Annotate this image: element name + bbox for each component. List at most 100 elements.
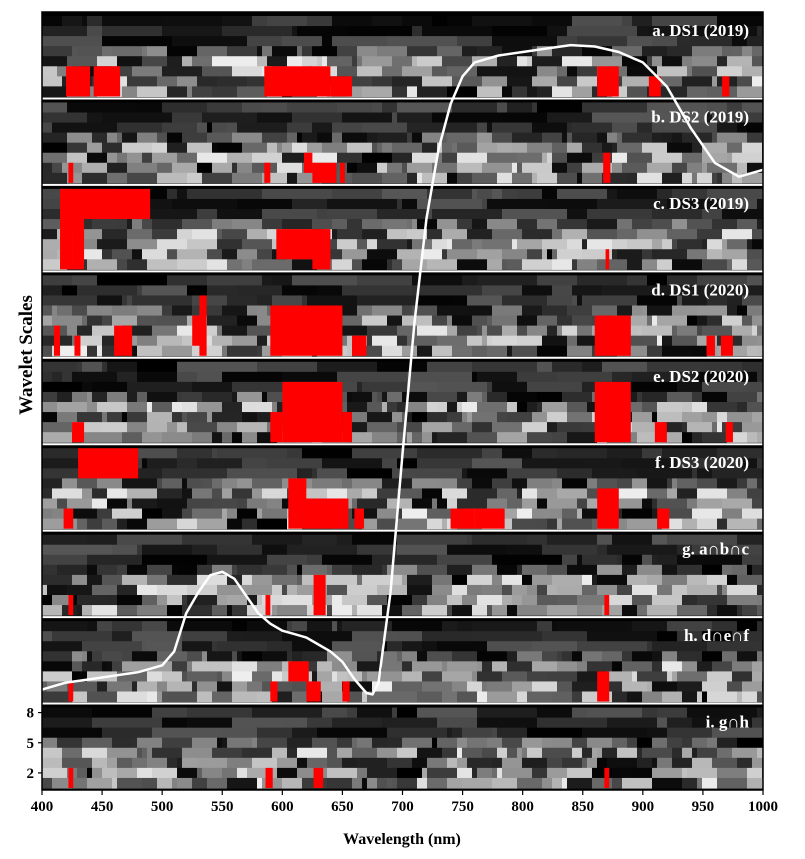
texture-cell: [447, 172, 457, 184]
significant-region: [720, 335, 733, 356]
texture-cell: [447, 412, 462, 423]
texture-cell: [672, 132, 682, 144]
texture-cell: [647, 56, 652, 67]
texture-cell: [592, 56, 622, 67]
texture-cell: [522, 498, 537, 510]
texture-cell: [427, 209, 432, 220]
texture-cell: [137, 345, 162, 357]
texture-cell: [682, 295, 707, 307]
texture-cell: [182, 508, 192, 520]
texture-cell: [162, 468, 227, 479]
texture-cell: [207, 249, 222, 260]
texture-cell: [527, 534, 547, 546]
texture-cell: [77, 412, 102, 423]
texture-cell: [567, 132, 572, 144]
texture-cell: [212, 564, 232, 576]
texture-cell: [672, 285, 702, 297]
texture-cell: [362, 671, 367, 683]
texture-cell: [622, 554, 642, 566]
texture-cell: [287, 448, 302, 459]
texture-cell: [312, 478, 342, 490]
texture-cell: [422, 249, 442, 260]
texture-cell: [492, 188, 502, 200]
texture-cell: [82, 162, 107, 174]
texture-cell: [357, 544, 392, 556]
texture-cell: [567, 162, 582, 174]
texture-cell: [237, 188, 262, 200]
texture-cell: [677, 605, 707, 616]
texture-cell: [537, 345, 567, 357]
texture-cell: [332, 162, 347, 174]
texture-cell: [262, 219, 282, 230]
texture-cell: [167, 681, 192, 693]
texture-cell: [377, 209, 427, 220]
texture-cell: [577, 671, 607, 683]
texture-cell: [457, 391, 467, 403]
texture-cell: [502, 259, 507, 270]
texture-cell: [262, 132, 287, 144]
texture-cell: [72, 371, 117, 383]
texture-cell: [647, 605, 677, 616]
texture-cell: [702, 259, 727, 270]
texture-cell: [242, 584, 272, 596]
texture-cell: [177, 777, 192, 789]
texture-cell: [222, 16, 252, 27]
texture-cell: [127, 172, 157, 184]
texture-cell: [277, 498, 282, 510]
texture-cell: [307, 621, 332, 632]
texture-cell: [422, 432, 432, 443]
texture-cell: [602, 651, 622, 662]
texture-cell: [697, 595, 727, 606]
significant-region: [282, 381, 343, 443]
texture-cell: [57, 66, 72, 77]
texture-cell: [412, 432, 422, 443]
texture-cell: [482, 325, 487, 337]
texture-cell: [167, 86, 187, 98]
texture-cell: [207, 259, 227, 270]
texture-cell: [527, 727, 582, 739]
texture-cell: [87, 651, 92, 662]
texture-cell: [727, 259, 732, 270]
texture-cell: [562, 757, 582, 769]
texture-cell: [527, 478, 552, 490]
texture-cell: [302, 651, 327, 662]
texture-cell: [697, 478, 717, 490]
texture-cell: [42, 46, 72, 57]
texture-cell: [642, 249, 652, 260]
texture-cell: [652, 249, 657, 260]
texture-cell: [657, 259, 672, 270]
significant-region: [312, 249, 331, 270]
texture-cell: [412, 152, 437, 164]
texture-cell: [157, 584, 187, 596]
texture-cell: [147, 747, 152, 759]
significant-region: [68, 681, 74, 702]
texture-cell: [292, 26, 297, 37]
texture-cell: [502, 518, 512, 530]
texture-cell: [537, 172, 557, 184]
texture-cell: [122, 86, 137, 98]
texture-cell: [757, 691, 762, 703]
texture-cell: [727, 432, 747, 443]
texture-cell: [737, 534, 763, 546]
texture-cell: [197, 691, 212, 703]
texture-cell: [507, 259, 522, 270]
texture-cell: [537, 315, 557, 327]
texture-cell: [322, 458, 382, 469]
texture-cell: [637, 172, 662, 184]
texture-cell: [97, 478, 122, 490]
texture-cell: [572, 122, 612, 134]
texture-cell: [232, 621, 247, 632]
significant-region: [594, 315, 631, 356]
texture-cell: [527, 671, 547, 683]
texture-cell: [522, 747, 527, 759]
texture-cell: [157, 691, 162, 703]
texture-cell: [492, 767, 497, 779]
texture-cell: [627, 315, 647, 327]
texture-cell: [42, 488, 52, 500]
texture-cell: [582, 162, 607, 174]
texture-cell: [222, 249, 237, 260]
texture-cell: [347, 584, 377, 596]
texture-cell: [487, 381, 492, 393]
texture-cell: [262, 651, 287, 662]
texture-cell: [742, 295, 763, 307]
